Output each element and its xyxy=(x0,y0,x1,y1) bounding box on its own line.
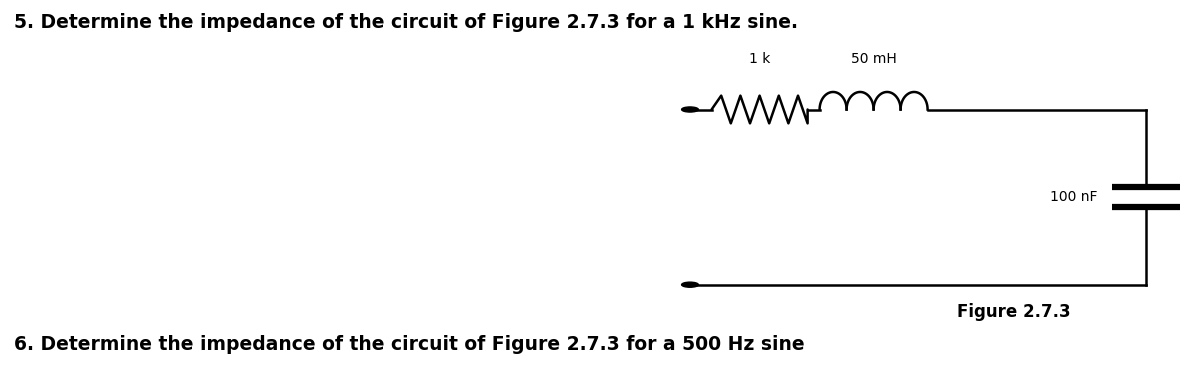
Text: 1 k: 1 k xyxy=(749,52,770,66)
Text: Figure 2.7.3: Figure 2.7.3 xyxy=(958,303,1070,321)
Text: 5. Determine the impedance of the circuit of Figure 2.7.3 for a 1 kHz sine.: 5. Determine the impedance of the circui… xyxy=(14,13,798,32)
Text: 50 mH: 50 mH xyxy=(851,52,896,66)
Text: 6. Determine the impedance of the circuit of Figure 2.7.3 for a 500 Hz sine: 6. Determine the impedance of the circui… xyxy=(14,335,805,354)
Circle shape xyxy=(682,107,698,112)
Text: 100 nF: 100 nF xyxy=(1050,190,1098,204)
Circle shape xyxy=(682,282,698,287)
